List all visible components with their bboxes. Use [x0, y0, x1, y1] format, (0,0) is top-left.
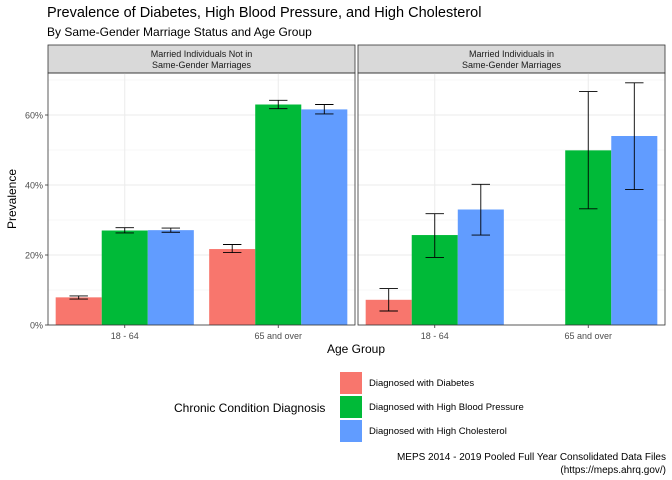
legend-swatch-high-blood-pressure: [340, 396, 362, 418]
legend-item-high-blood-pressure: Diagnosed with High Blood Pressure: [340, 395, 524, 419]
bar-p1-18-64-diagnosed-with-high-cholesterol: [147, 230, 194, 325]
y-tick-label-4: 60%: [25, 111, 43, 121]
caption-line-1: MEPS 2014 - 2019 Pooled Full Year Consol…: [396, 452, 666, 463]
y-tick-label-3: 40%: [25, 181, 43, 191]
bar-p1-65-and-over-diagnosed-with-high-blood-pressure: [255, 104, 302, 325]
legend-title: Chronic Condition Diagnosis: [174, 401, 326, 415]
bar-p1-65-and-over-diagnosed-with-high-cholesterol: [301, 109, 348, 326]
facet-label-1-line-1: Married Individuals Not in: [151, 49, 253, 59]
legend-label-high-blood-pressure: Diagnosed with High Blood Pressure: [369, 401, 524, 413]
facet-label-2-line-1: Married Individuals in: [469, 49, 554, 59]
legend-swatch-diabetes: [340, 372, 362, 394]
legend-item-high-cholesterol: Diagnosed with High Cholesterol: [340, 419, 524, 443]
facet-label-1-line-2: Same-Gender Marriages: [152, 60, 252, 70]
x-axis-title: Age Group: [327, 342, 385, 356]
panel-border-2: [357, 72, 666, 326]
x-tick-label-p2-1: 18 - 64: [421, 331, 449, 341]
caption-line-2: (https://meps.ahrq.gov/): [560, 465, 666, 476]
caption: MEPS 2014 - 2019 Pooled Full Year Consol…: [397, 451, 666, 477]
facet-strip-2: [357, 44, 666, 74]
legend-item-diabetes: Diagnosed with Diabetes: [340, 371, 524, 395]
chart-subtitle: By Same-Gender Marriage Status and Age G…: [47, 25, 312, 39]
facet-strip-1: [47, 44, 356, 74]
panel-border-1: [47, 72, 356, 326]
y-axis-title: Prevalence: [5, 169, 19, 229]
x-tick-label-p2-2: 65 and over: [564, 331, 612, 341]
legend-label-high-cholesterol: Diagnosed with High Cholesterol: [369, 425, 507, 437]
x-tick-label-p1-1: 18 - 64: [111, 331, 139, 341]
legend-label-diabetes: Diagnosed with Diabetes: [369, 377, 475, 389]
bar-p1-18-64-diagnosed-with-high-blood-pressure: [101, 230, 148, 325]
bar-p1-18-64-diagnosed-with-diabetes: [55, 297, 102, 325]
chart-title: Prevalence of Diabetes, High Blood Press…: [47, 5, 482, 21]
bar-p1-65-and-over-diagnosed-with-diabetes: [209, 249, 256, 325]
x-tick-label-p1-2: 65 and over: [254, 331, 302, 341]
legend: Diagnosed with Diabetes Diagnosed with H…: [340, 371, 524, 443]
y-tick-label-1: 0%: [30, 321, 43, 331]
facet-label-2-line-2: Same-Gender Marriages: [462, 60, 562, 70]
y-tick-label-2: 20%: [25, 251, 43, 261]
legend-swatch-high-cholesterol: [340, 420, 362, 442]
